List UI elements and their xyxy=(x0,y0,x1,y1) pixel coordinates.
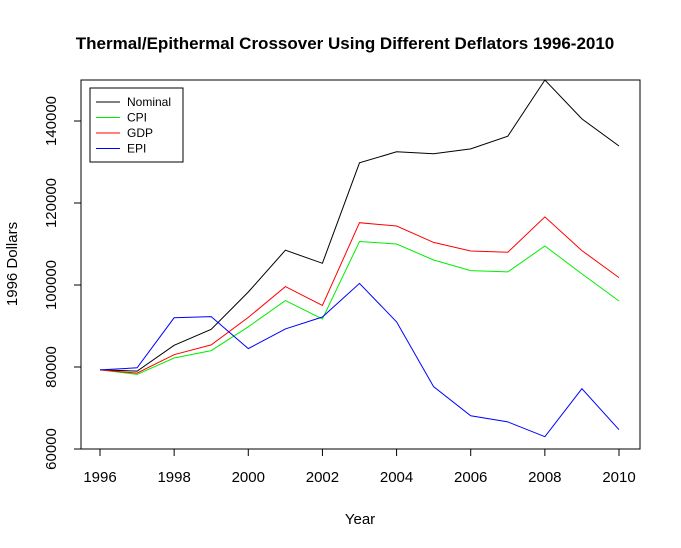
x-axis-label: Year xyxy=(345,511,375,528)
y-tick-label: 120000 xyxy=(43,178,60,228)
series-line-epi xyxy=(99,282,620,438)
x-tick-label: 2000 xyxy=(232,469,265,486)
x-tick-label: 1998 xyxy=(157,469,190,486)
series-lines xyxy=(99,79,620,438)
legend-box xyxy=(89,87,184,163)
series-line-nominal xyxy=(99,79,620,372)
x-tick-label: 2010 xyxy=(602,469,635,486)
x-axis: 1996 1998 2000 2002 2004 2006 2008 2010 xyxy=(83,448,636,486)
legend-label-cpi: CPI xyxy=(127,111,147,125)
series-line-cpi xyxy=(99,240,620,375)
y-axis-label: 1996 Dollars xyxy=(4,222,21,306)
y-tick-label: 100000 xyxy=(43,260,60,310)
x-tick-label: 1996 xyxy=(83,469,116,486)
legend-label-epi: EPI xyxy=(127,142,146,156)
series-line-gdp xyxy=(99,216,620,374)
y-axis: 60000 80000 100000 120000 140000 xyxy=(43,96,82,470)
chart-title: Thermal/Epithermal Crossover Using Diffe… xyxy=(76,34,615,53)
x-tick-label: 2004 xyxy=(380,469,413,486)
legend-label-gdp: GDP xyxy=(127,126,153,140)
y-tick-label: 80000 xyxy=(43,346,60,388)
x-tick-label: 2002 xyxy=(306,469,339,486)
x-tick-label: 2008 xyxy=(528,469,561,486)
legend-label-nominal: Nominal xyxy=(127,95,171,109)
y-tick-label: 60000 xyxy=(43,428,60,470)
y-tick-label: 140000 xyxy=(43,96,60,146)
x-tick-label: 2006 xyxy=(454,469,487,486)
